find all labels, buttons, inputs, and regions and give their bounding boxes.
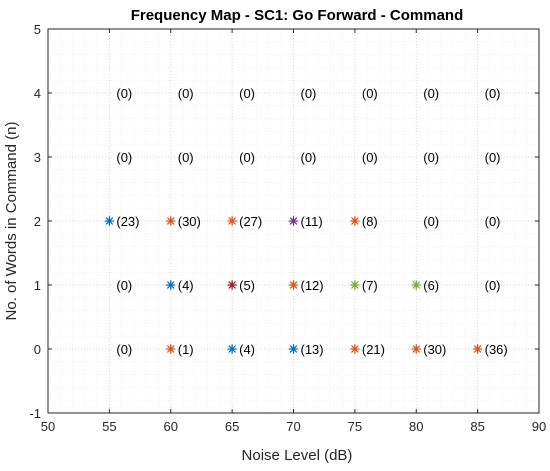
point-count-label: (0) <box>485 214 501 229</box>
point-count-label: (0) <box>116 86 132 101</box>
data-points: (0) (1) (4) (13) (21) (30) (36) (0) (4) (5) (12) (7… <box>104 86 508 357</box>
point-count-label: (12) <box>301 278 324 293</box>
point-count-label: (0) <box>178 86 194 101</box>
point-count-label: (36) <box>485 342 508 357</box>
point-count-label: (0) <box>362 86 378 101</box>
point-count-label: (0) <box>301 86 317 101</box>
point-count-label: (7) <box>362 278 378 293</box>
y-tick-label: 5 <box>34 22 41 37</box>
y-axis-label: No. of Words in Command (n) <box>3 122 20 321</box>
point-count-label: (13) <box>301 342 324 357</box>
x-tick-label: 80 <box>409 419 423 434</box>
asterisk-marker <box>472 344 483 354</box>
chart-title: Frequency Map - SC1: Go Forward - Comman… <box>131 7 464 24</box>
point-count-label: (4) <box>178 278 194 293</box>
asterisk-marker <box>227 216 237 226</box>
point-count-label: (0) <box>239 86 255 101</box>
point-count-label: (30) <box>178 214 201 229</box>
axis-ticks: 50 55 60 65 70 75 80 85 90 -1 0 1 2 3 4 5 <box>29 22 546 434</box>
asterisk-marker <box>288 344 299 354</box>
asterisk-marker <box>350 344 360 354</box>
asterisk-marker <box>288 216 299 226</box>
asterisk-marker <box>350 280 360 290</box>
point-count-label: (0) <box>239 150 255 165</box>
y-tick-label: -1 <box>29 406 41 421</box>
asterisk-marker <box>411 280 422 290</box>
asterisk-marker <box>165 344 176 354</box>
point-count-label: (21) <box>362 342 385 357</box>
x-tick-label: 90 <box>532 419 546 434</box>
point-count-label: (0) <box>423 86 439 101</box>
point-count-label: (0) <box>485 150 501 165</box>
asterisk-marker <box>227 344 237 354</box>
y-tick-label: 0 <box>34 342 41 357</box>
asterisk-marker <box>288 280 299 290</box>
point-count-label: (1) <box>178 342 194 357</box>
point-count-label: (0) <box>485 278 501 293</box>
asterisk-marker <box>165 280 176 290</box>
point-count-label: (5) <box>239 278 255 293</box>
point-count-label: (0) <box>116 150 132 165</box>
x-tick-label: 75 <box>348 419 362 434</box>
x-tick-label: 55 <box>102 419 116 434</box>
point-count-label: (0) <box>423 214 439 229</box>
asterisk-marker <box>165 216 176 226</box>
point-count-label: (0) <box>178 150 194 165</box>
x-tick-label: 65 <box>225 419 239 434</box>
point-count-label: (0) <box>116 342 132 357</box>
point-count-label: (23) <box>116 214 139 229</box>
x-tick-label: 60 <box>164 419 178 434</box>
asterisk-marker <box>227 280 237 290</box>
point-count-label: (0) <box>423 150 439 165</box>
y-tick-label: 3 <box>34 150 41 165</box>
point-count-label: (0) <box>116 278 132 293</box>
point-count-label: (0) <box>362 150 378 165</box>
x-tick-label: 70 <box>286 419 300 434</box>
point-count-label: (11) <box>301 214 323 229</box>
y-tick-label: 1 <box>34 278 41 293</box>
asterisk-marker <box>411 344 422 354</box>
y-tick-label: 2 <box>34 214 41 229</box>
asterisk-marker <box>350 216 360 226</box>
x-tick-label: 50 <box>41 419 55 434</box>
point-count-label: (4) <box>239 342 255 357</box>
x-axis-label: Noise Level (dB) <box>242 447 353 464</box>
point-count-label: (30) <box>423 342 446 357</box>
asterisk-marker <box>104 216 115 226</box>
y-tick-label: 4 <box>34 86 41 101</box>
point-count-label: (27) <box>239 214 262 229</box>
point-count-label: (6) <box>423 278 439 293</box>
point-count-label: (8) <box>362 214 378 229</box>
point-count-label: (0) <box>301 150 317 165</box>
x-tick-label: 85 <box>470 419 484 434</box>
point-count-label: (0) <box>485 86 501 101</box>
